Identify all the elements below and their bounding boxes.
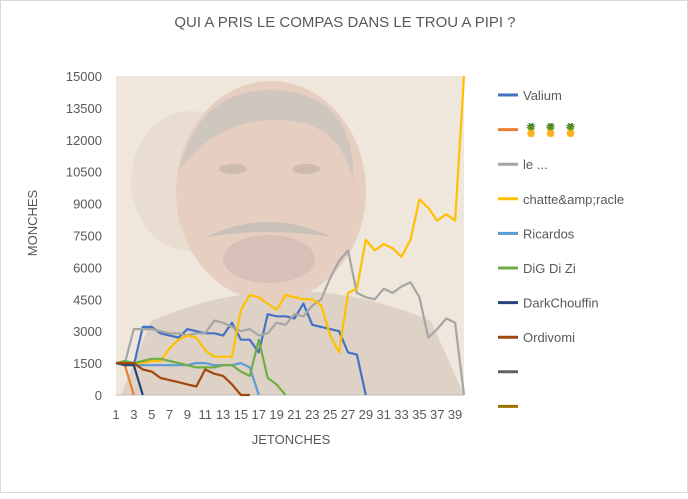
- legend-label: le ...: [523, 157, 548, 172]
- y-axis-ticks: 0 1500 3000 4500 6000 7500 9000 10500 12000 13500…: [66, 69, 102, 403]
- legend-label: Ricardos: [523, 226, 575, 241]
- y-tick-label: 15000: [66, 69, 102, 84]
- chart-title: QUI A PRIS LE COMPAS DANS LE TROU A PIPI…: [174, 14, 515, 31]
- x-tick-label: 25: [323, 407, 337, 422]
- x-tick-label: 3: [130, 407, 137, 422]
- photo-eye-left: [219, 164, 247, 174]
- x-axis-ticks: 1 3 5 7 9 11 13 15 17 19 21 23 25 27 29 31 33 35 37 39: [112, 407, 462, 422]
- x-tick-label: 9: [184, 407, 191, 422]
- x-tick-label: 15: [234, 407, 248, 422]
- y-tick-label: 7500: [73, 229, 102, 244]
- y-tick-label: 4500: [73, 292, 102, 307]
- x-tick-label: 11: [198, 407, 212, 422]
- x-tick-label: 23: [305, 407, 319, 422]
- y-tick-label: 10500: [66, 165, 102, 180]
- x-tick-label: 7: [166, 407, 173, 422]
- y-tick-label: 6000: [73, 260, 102, 275]
- legend-label: Ordivomi: [523, 330, 575, 345]
- x-tick-label: 27: [341, 407, 355, 422]
- series-line-3: [116, 249, 466, 396]
- y-tick-label: 1500: [73, 356, 102, 371]
- x-tick-label: 5: [148, 407, 155, 422]
- y-axis-label: MONCHES: [25, 189, 40, 256]
- legend-label: Valium: [523, 88, 562, 103]
- x-tick-label: 39: [448, 407, 462, 422]
- y-tick-label: 13500: [66, 101, 102, 116]
- x-tick-label: 29: [359, 407, 373, 422]
- series-lines: [115, 75, 466, 397]
- x-tick-label: 35: [412, 407, 426, 422]
- series-line-8: [116, 362, 250, 397]
- legend-label: chatte&amp;racle: [523, 192, 624, 207]
- y-tick-label: 3000: [73, 324, 102, 339]
- legend: Valium 🍍 🍍 🍍 le ... chatte&amp;racle Ricardo…: [498, 88, 624, 408]
- x-tick-label: 13: [216, 407, 230, 422]
- photo-shoulders: [121, 291, 464, 395]
- legend-label: DarkChouffin: [523, 296, 599, 311]
- y-tick-label: 9000: [73, 197, 102, 212]
- legend-label: DiG Di Zi: [523, 261, 576, 276]
- x-tick-label: 21: [287, 407, 301, 422]
- photo-eye-right: [292, 164, 320, 174]
- x-tick-label: 1: [112, 407, 119, 422]
- x-tick-label: 37: [430, 407, 444, 422]
- x-axis-label: JETONCHES: [252, 432, 331, 447]
- series-line-4: [116, 75, 466, 365]
- x-tick-label: 33: [394, 407, 408, 422]
- series-line-6: [115, 338, 287, 396]
- photo-mustache: [206, 222, 331, 237]
- background-photo: [116, 76, 464, 395]
- photo-hair: [179, 90, 354, 181]
- y-tick-label: 12000: [66, 133, 102, 148]
- photo-face: [176, 81, 366, 301]
- legend-label: 🍍 🍍 🍍: [523, 123, 579, 138]
- x-tick-label: 19: [269, 407, 283, 422]
- x-tick-label: 31: [376, 407, 390, 422]
- photo-mouth: [223, 235, 315, 283]
- y-tick-label: 0: [95, 388, 102, 403]
- x-tick-label: 17: [252, 407, 266, 422]
